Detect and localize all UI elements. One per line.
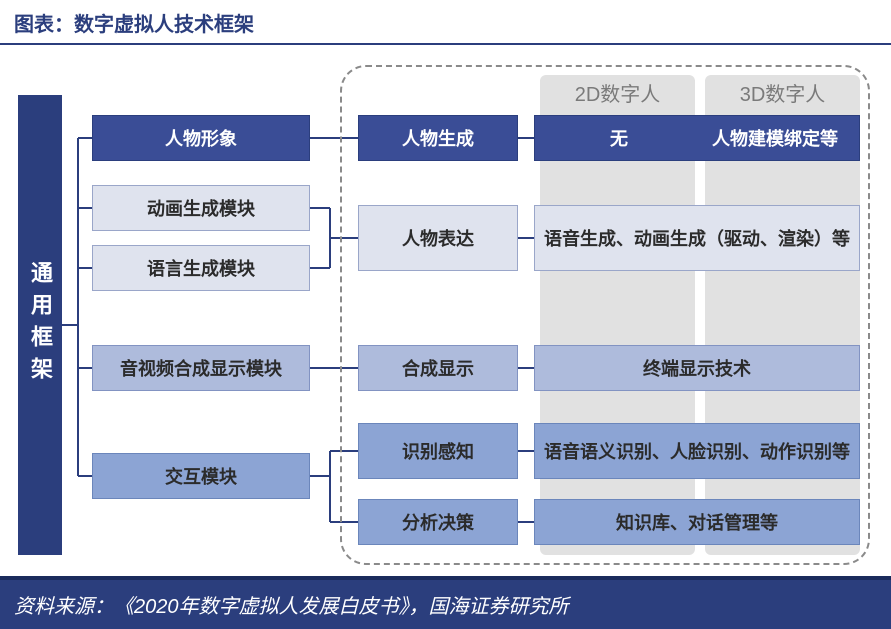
- r-row4: 语音语义识别、人脸识别、动作识别等: [534, 423, 860, 479]
- chart-title-text: 图表：数字虚拟人技术框架: [14, 14, 254, 36]
- r-row1: 无人物建模绑定等: [534, 115, 860, 161]
- diagram-area: 2D数字人 3D数字人 通用框架 人物形象动画生成模块语言生成模块音视频合成显示模…: [0, 45, 891, 575]
- chart-title: 图表：数字虚拟人技术框架: [0, 0, 891, 45]
- m-shengcheng: 人物生成: [358, 115, 518, 161]
- column-header: 3D数字人: [705, 75, 860, 109]
- r-row3: 终端显示技术: [534, 345, 860, 391]
- m-fenxi: 分析决策: [358, 499, 518, 545]
- column-header: 2D数字人: [540, 75, 695, 109]
- m-shibie: 识别感知: [358, 423, 518, 479]
- m-hecheng: 合成显示: [358, 345, 518, 391]
- b-jiaohu: 交互模块: [92, 453, 310, 499]
- r-row1-right: 人物建模绑定等: [697, 120, 853, 156]
- b-yinshipin: 音视频合成显示模块: [92, 345, 310, 391]
- b-yuyan: 语言生成模块: [92, 245, 310, 291]
- r-row5: 知识库、对话管理等: [534, 499, 860, 545]
- r-row2: 语音生成、动画生成（驱动、渲染）等: [534, 205, 860, 271]
- source-text: 资料来源：《2020年数字虚拟人发展白皮书》，国海证券研究所: [14, 596, 569, 618]
- vertical-label-text: 通用框架: [24, 261, 56, 389]
- b-donghua: 动画生成模块: [92, 185, 310, 231]
- b-renwu: 人物形象: [92, 115, 310, 161]
- vertical-label: 通用框架: [18, 95, 62, 555]
- source-bar: 资料来源：《2020年数字虚拟人发展白皮书》，国海证券研究所: [0, 576, 891, 629]
- m-biaoda: 人物表达: [358, 205, 518, 271]
- r-row1-left: 无: [541, 120, 697, 156]
